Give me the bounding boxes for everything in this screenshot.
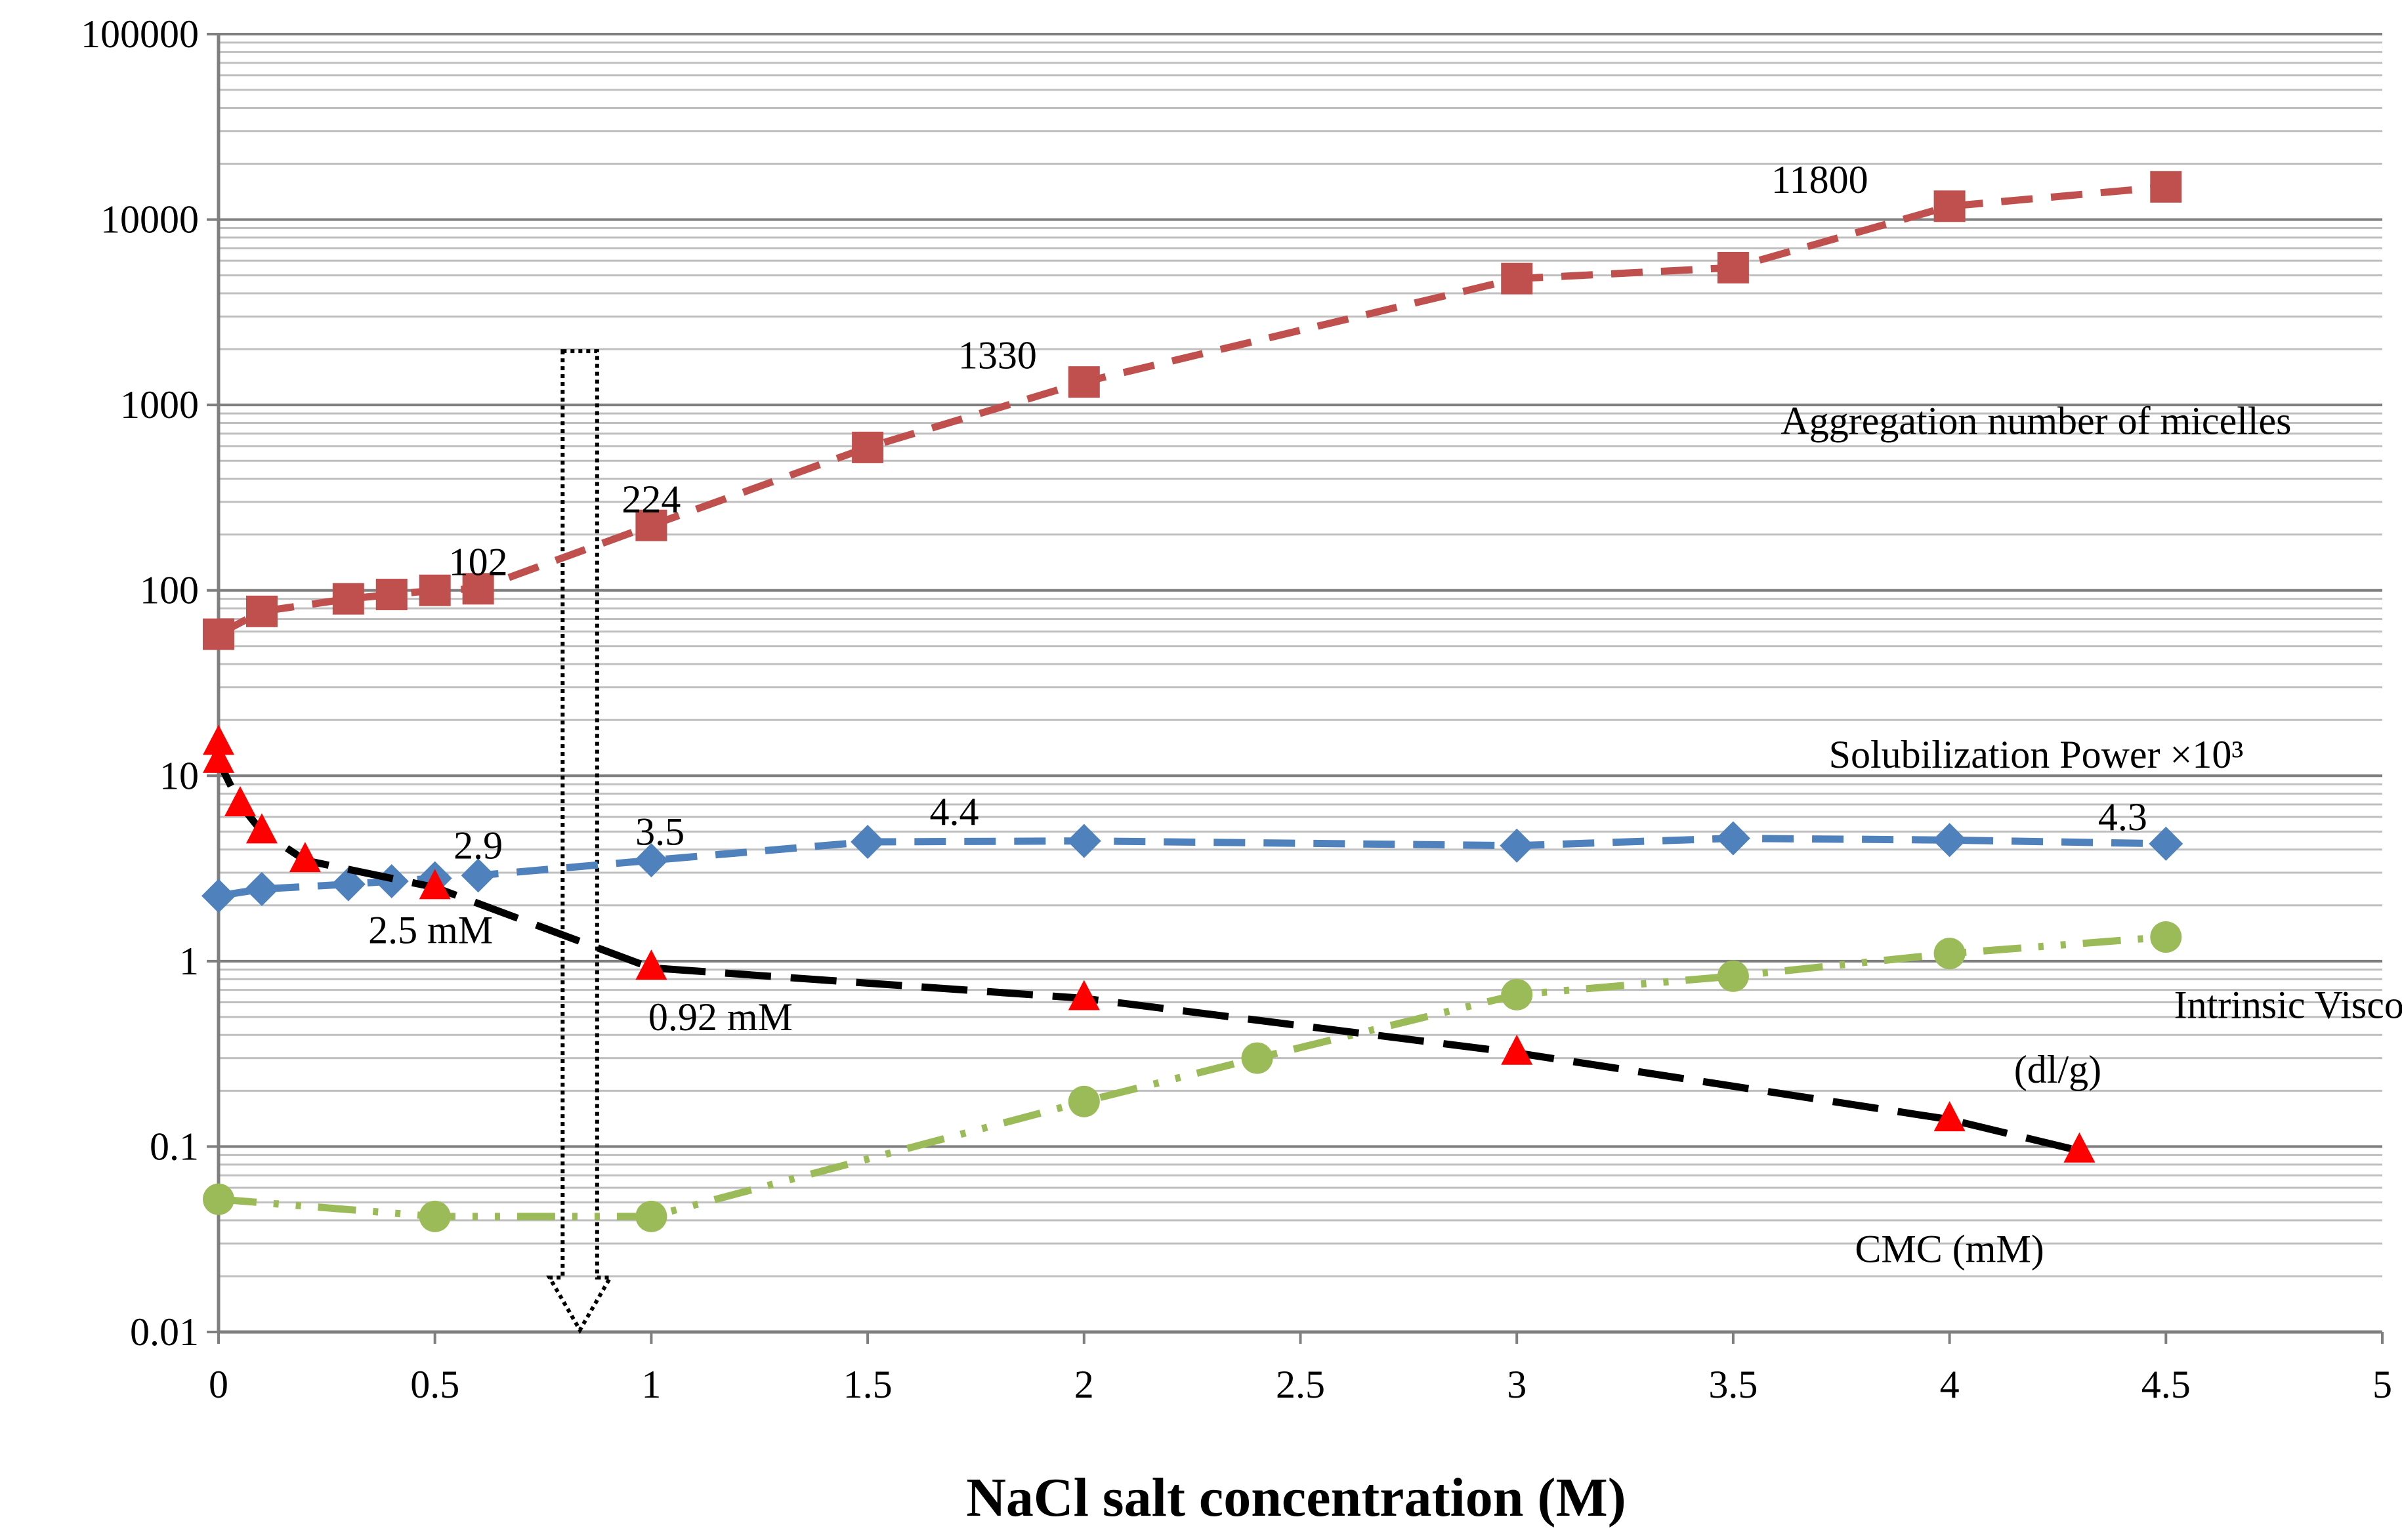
series-2 xyxy=(201,821,2183,913)
x-tick-label: 5 xyxy=(2372,1363,2392,1406)
data-label: 2.9 xyxy=(453,824,503,867)
y-tick-label: 1000 xyxy=(120,383,199,427)
data-label: 102 xyxy=(449,541,508,584)
series-label: (dl/g) xyxy=(2014,1048,2101,1091)
data-label: 11800 xyxy=(1771,158,1868,201)
y-tick-label: 100000 xyxy=(81,12,199,56)
x-tick-label: 3.5 xyxy=(1708,1363,1758,1406)
minor-gridlines xyxy=(219,41,2382,1278)
arrow-layer xyxy=(546,349,614,1334)
series-1 xyxy=(203,171,2182,650)
diamond-marker xyxy=(1932,823,1967,858)
circle-marker xyxy=(1068,1085,1100,1117)
diamond-marker xyxy=(331,867,366,902)
square-marker xyxy=(375,579,408,611)
triangle-marker xyxy=(203,742,234,773)
data-label: 4.4 xyxy=(929,790,979,833)
y-tick-label: 1 xyxy=(179,940,199,983)
square-marker xyxy=(852,431,884,463)
square-marker xyxy=(332,583,364,615)
x-tick-label: 1.5 xyxy=(843,1363,893,1406)
triangle-marker xyxy=(245,813,278,844)
series-layer xyxy=(201,171,2183,1232)
triangle-marker xyxy=(1933,1101,1966,1132)
y-axis-tick-labels: 0.01 0.1 1 10 100 1000 10000 100000 xyxy=(81,12,199,1354)
circle-marker xyxy=(1717,960,1749,992)
square-marker xyxy=(635,509,667,541)
data-label: 1330 xyxy=(958,334,1037,377)
label-layer: Aggregation number of micelles Solubiliza… xyxy=(368,158,2402,1271)
x-tick-label: 0.5 xyxy=(410,1363,459,1406)
triangle-marker xyxy=(289,842,321,873)
circle-marker xyxy=(1933,938,1966,970)
series-3 xyxy=(203,921,2182,1232)
x-tick-label: 1 xyxy=(641,1363,661,1406)
triangle-marker xyxy=(2063,1132,2096,1163)
diamond-marker xyxy=(1500,828,1534,863)
diamond-marker xyxy=(634,843,669,878)
triangle-marker xyxy=(203,724,234,755)
circle-marker xyxy=(1241,1042,1273,1074)
data-label: 2.5 mM xyxy=(368,909,493,952)
series-label: CMC (mM) xyxy=(1855,1228,2044,1271)
triangle-marker xyxy=(224,786,256,817)
diamond-marker xyxy=(1716,821,1750,856)
x-tick-label: 4 xyxy=(1940,1363,1960,1406)
y-tick-label: 0.1 xyxy=(150,1125,199,1168)
square-marker xyxy=(1501,262,1533,295)
square-marker xyxy=(462,573,494,605)
y-tick-label: 0.01 xyxy=(130,1310,199,1354)
x-axis-tick-labels: 0 0.5 1 1.5 2 2.5 3 3.5 4 4.5 5 xyxy=(209,1363,2392,1406)
series-4 xyxy=(203,724,2096,1163)
y-tick-label: 100 xyxy=(140,569,199,612)
data-label: 224 xyxy=(622,478,681,521)
triangle-marker xyxy=(1501,1034,1533,1065)
series-label: Solubilization Power ×10³ xyxy=(1829,733,2244,776)
series-label: Intrinsic Viscosity xyxy=(2174,984,2402,1027)
diamond-marker xyxy=(851,825,885,860)
triangle-marker xyxy=(635,949,667,980)
square-marker xyxy=(1068,366,1100,398)
diamond-marker xyxy=(2149,826,2183,861)
square-marker xyxy=(245,595,278,627)
series-label: Aggregation number of micelles xyxy=(1780,399,2291,442)
circle-marker xyxy=(203,1183,234,1215)
x-tick-label: 3 xyxy=(1507,1363,1527,1406)
x-axis-title: NaCl salt concentration (M) xyxy=(966,1467,1626,1528)
diamond-marker xyxy=(201,879,236,913)
diamond-marker xyxy=(461,858,495,893)
x-tick-label: 0 xyxy=(209,1363,228,1406)
data-label: 3.5 xyxy=(635,810,685,853)
square-marker xyxy=(203,618,234,650)
diamond-marker xyxy=(244,871,279,906)
triangle-marker xyxy=(1068,980,1100,1010)
square-marker xyxy=(419,574,451,606)
dotted-down-arrow xyxy=(546,349,614,1334)
x-tick-label: 4.5 xyxy=(2141,1363,2191,1406)
data-label: 4.3 xyxy=(2098,795,2147,839)
square-marker xyxy=(1933,190,1966,222)
series-line xyxy=(218,835,2166,900)
circle-marker xyxy=(419,1200,451,1232)
circle-marker xyxy=(1501,978,1533,1010)
x-tick-label: 2.5 xyxy=(1276,1363,1325,1406)
triangle-marker xyxy=(419,869,451,900)
circle-marker xyxy=(635,1200,667,1232)
x-tick-label: 2 xyxy=(1074,1363,1094,1406)
data-label: 0.92 mM xyxy=(648,995,793,1039)
square-marker xyxy=(2150,171,2182,203)
y-tick-label: 10000 xyxy=(100,198,199,241)
circle-marker xyxy=(2150,921,2182,953)
diamond-marker xyxy=(1066,823,1101,858)
square-marker xyxy=(1717,251,1749,283)
y-tick-label: 10 xyxy=(159,754,199,797)
